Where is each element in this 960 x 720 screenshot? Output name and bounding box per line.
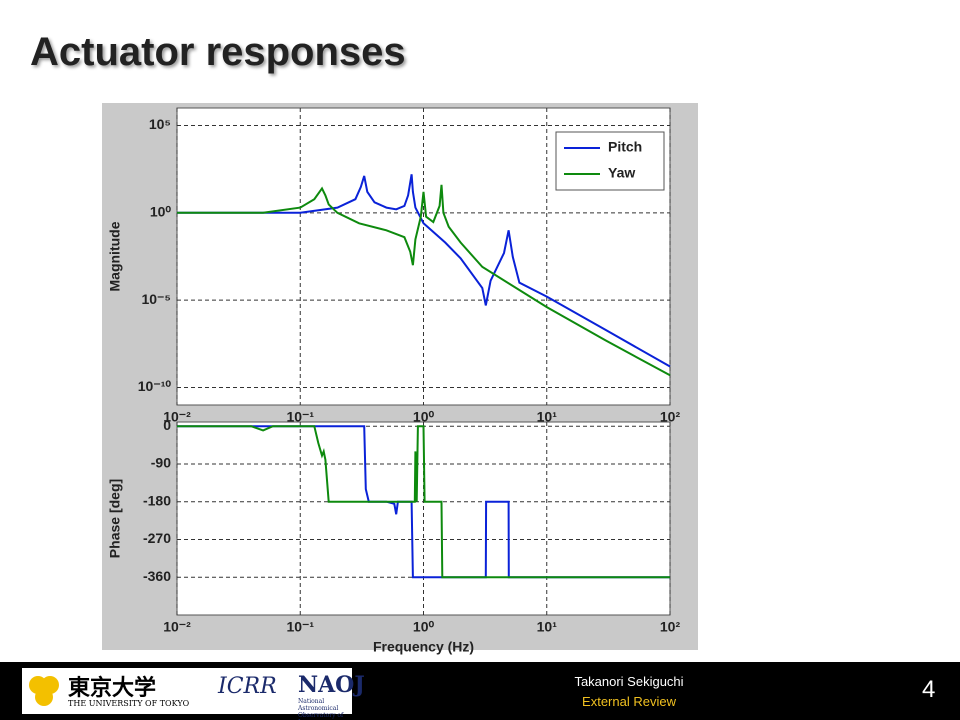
x-tick-label: 10⁻¹: [286, 409, 314, 425]
utokyo-english: THE UNIVERSITY OF TOKYO: [68, 699, 190, 708]
y-tick-label: -180: [143, 492, 171, 508]
y-tick-label: -90: [151, 455, 171, 471]
footer: 東京大学 THE UNIVERSITY OF TOKYO ICRR NAOJ N…: [0, 662, 960, 720]
icrr-logo: ICRR: [218, 674, 277, 699]
author: Takanori Sekiguchi: [574, 674, 684, 689]
x-tick-label: 10¹: [537, 619, 558, 635]
x-tick-label: 10²: [660, 409, 681, 425]
utokyo-icon: [29, 676, 59, 706]
legend-label: Pitch: [608, 139, 642, 155]
y-axis-label: Magnitude: [107, 221, 123, 291]
data-line: [177, 174, 671, 368]
y-tick-label: 10⁰: [150, 204, 172, 220]
y-tick-label: -360: [143, 568, 171, 584]
x-tick-label: 10⁻¹: [286, 619, 314, 635]
x-tick-label: 10⁰: [413, 619, 435, 635]
y-tick-label: -270: [143, 530, 171, 546]
x-tick-label: 10⁻²: [163, 619, 191, 635]
y-tick-label: 10⁻¹⁰: [138, 378, 172, 394]
y-tick-label: 10⁻⁵: [141, 291, 171, 307]
x-tick-label: 10¹: [537, 409, 558, 425]
x-axis-label: Frequency (Hz): [373, 639, 474, 655]
x-tick-label: 10⁻²: [163, 409, 191, 425]
y-tick-label: 10⁵: [149, 116, 171, 132]
naoj-logo: NAOJ: [298, 672, 365, 698]
slide-title: Actuator responses: [30, 30, 406, 74]
event: External Review: [582, 694, 676, 709]
y-tick-label: 0: [163, 417, 171, 433]
page-number: 4: [922, 676, 936, 703]
logos: 東京大学 THE UNIVERSITY OF TOKYO ICRR NAOJ N…: [22, 668, 365, 720]
data-line: [177, 425, 670, 579]
figure: 10⁻² 10⁻¹ 10⁰ 10¹ 10² 10⁻¹⁰ 10⁻⁵ 10⁰ 10⁵ Magnitud…: [102, 103, 698, 655]
utokyo-name: 東京大学: [68, 675, 157, 701]
legend-box: [555, 131, 665, 191]
y-axis-label: Phase [deg]: [107, 479, 123, 558]
data-line: [177, 184, 671, 377]
x-tick-label: 10⁰: [413, 409, 435, 425]
legend-label: Yaw: [608, 165, 635, 181]
x-tick-label: 10²: [660, 619, 681, 635]
